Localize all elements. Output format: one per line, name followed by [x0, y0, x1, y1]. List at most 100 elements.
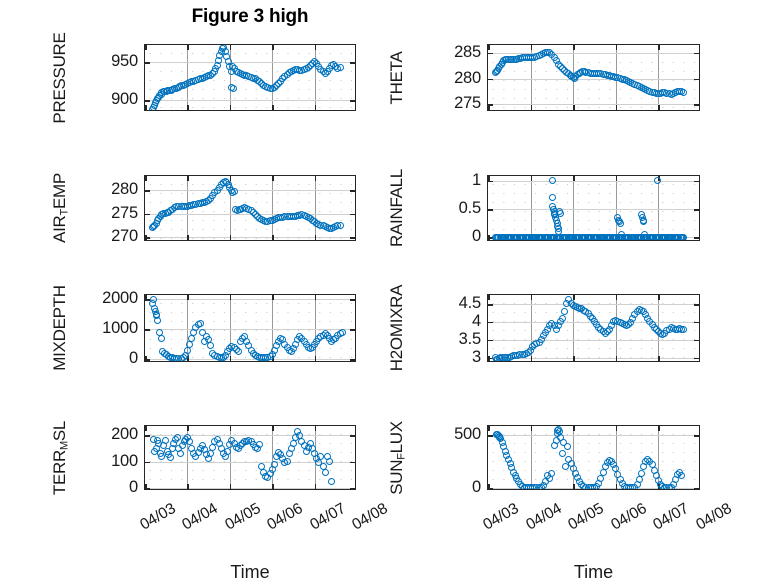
tick-mark-x	[355, 356, 356, 361]
subplot-terr_msl	[144, 425, 356, 490]
tick-mark-y	[145, 237, 150, 239]
tick-mark-x	[145, 176, 147, 181]
subplot-sun_flux	[487, 425, 700, 490]
tick-mark-y	[694, 104, 699, 106]
tick-mark-x	[530, 45, 533, 50]
tick-mark-y	[350, 359, 355, 361]
gridline-horizontal	[145, 462, 355, 463]
gridline-vertical	[573, 176, 574, 240]
data-point	[562, 463, 570, 471]
gridline-vertical	[272, 45, 273, 110]
x-axis-label: Time	[573, 562, 614, 582]
gridline-horizontal	[145, 359, 355, 360]
tick-mark-y	[350, 237, 355, 239]
gridline-vertical	[230, 45, 231, 110]
data-point	[555, 228, 563, 236]
tick-mark-y	[145, 61, 150, 64]
tick-mark-x	[615, 426, 618, 431]
y-tick-label: 0	[129, 349, 138, 368]
tick-mark-y	[488, 78, 493, 81]
gridline-vertical	[616, 176, 617, 240]
data-point	[230, 187, 238, 195]
tick-mark-x	[272, 105, 274, 110]
data-point	[166, 454, 174, 462]
tick-mark-x	[573, 484, 575, 489]
y-axis-label-sun_flux: SUNFLUX	[387, 420, 408, 495]
tick-mark-x	[573, 356, 575, 361]
tick-mark-y	[488, 435, 493, 438]
gridline-vertical	[315, 176, 316, 240]
subplot-theta	[487, 44, 700, 111]
y-tick-label: 950	[111, 51, 138, 70]
data-point	[616, 219, 624, 227]
gridline-vertical	[187, 426, 188, 489]
tick-mark-x	[615, 45, 618, 50]
tick-mark-x	[229, 426, 232, 431]
tick-mark-x	[314, 295, 317, 300]
tick-mark-x	[314, 484, 317, 489]
axes-h2omixra	[487, 294, 700, 362]
tick-mark-x	[314, 45, 317, 50]
data-point	[270, 460, 278, 468]
data-point	[563, 443, 571, 451]
tick-mark-x	[355, 45, 356, 50]
gridline-horizontal	[488, 104, 699, 105]
gridline-vertical	[272, 176, 273, 240]
tick-mark-y	[488, 237, 493, 240]
tick-mark-y	[350, 100, 355, 103]
data-point	[296, 431, 304, 439]
data-point	[224, 447, 232, 455]
data-point	[336, 222, 344, 230]
y-tick-label: 0	[472, 477, 481, 496]
y-tick-label: 275	[454, 94, 481, 113]
gridline-horizontal	[488, 340, 699, 341]
data-point	[198, 328, 206, 336]
axes-mixdepth	[144, 294, 356, 362]
y-tick-label: 500	[454, 425, 481, 444]
gridline-horizontal	[145, 435, 355, 436]
tick-mark-x	[488, 45, 490, 50]
tick-mark-x	[272, 484, 274, 489]
data-point	[558, 449, 566, 457]
tick-mark-y	[488, 209, 493, 211]
tick-mark-y	[145, 299, 150, 302]
tick-mark-x	[530, 356, 533, 361]
y-tick-label: 3.5	[458, 329, 482, 348]
tick-mark-x	[699, 356, 700, 361]
y-tick-label: 0	[472, 227, 481, 246]
gridline-horizontal	[488, 79, 699, 80]
gridline-vertical	[272, 295, 273, 361]
subplot-mixdepth	[144, 294, 356, 362]
gridline-vertical	[658, 176, 659, 240]
gridline-vertical	[658, 45, 659, 110]
data-point	[325, 458, 333, 466]
tick-mark-x	[355, 235, 356, 240]
data-point	[637, 469, 645, 477]
tick-mark-x	[314, 426, 317, 431]
gridline-vertical	[315, 295, 316, 361]
tick-mark-x	[187, 45, 189, 50]
y-tick-label: 3	[472, 347, 481, 366]
gridline-horizontal	[145, 190, 355, 191]
tick-mark-x	[187, 295, 189, 300]
tick-mark-y	[488, 357, 493, 360]
axes-sun_flux	[487, 425, 700, 490]
data-point	[641, 231, 649, 239]
data-point	[315, 459, 323, 467]
tick-mark-x	[658, 295, 660, 300]
tick-mark-x	[187, 235, 189, 240]
tick-mark-x	[355, 295, 356, 300]
gridline-vertical	[573, 295, 574, 361]
data-point	[338, 328, 346, 336]
tick-mark-x	[187, 105, 189, 110]
tick-mark-y	[145, 435, 150, 437]
subplot-air_temp	[144, 175, 356, 241]
tick-mark-y	[488, 303, 493, 306]
data-point	[559, 314, 567, 322]
tick-mark-y	[694, 487, 699, 489]
tick-mark-x	[272, 426, 274, 431]
gridline-vertical	[616, 295, 617, 361]
data-point	[149, 295, 157, 303]
data-point	[255, 440, 263, 448]
tick-mark-x	[272, 45, 274, 50]
